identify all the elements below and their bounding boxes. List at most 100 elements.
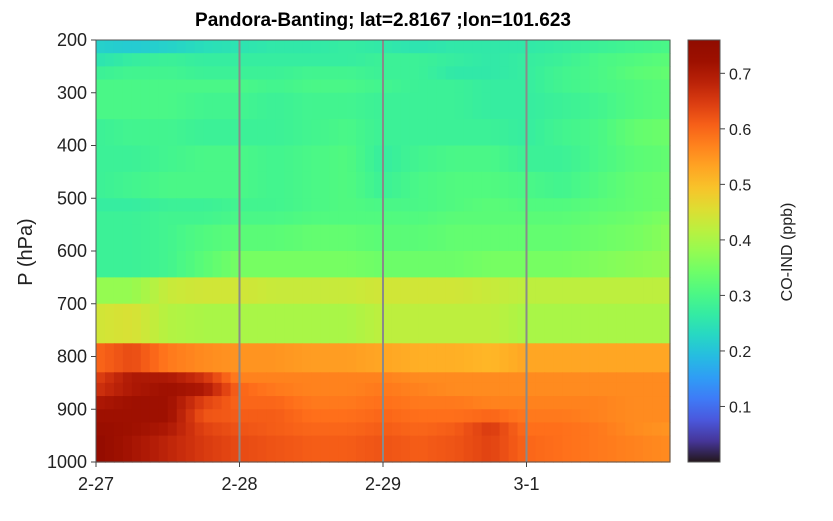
heatmap-cell	[203, 66, 214, 81]
heatmap-cell	[526, 224, 537, 252]
heatmap-cell	[122, 251, 133, 278]
heatmap-cell	[266, 53, 276, 67]
heatmap-cell	[661, 79, 671, 94]
heatmap-cell	[409, 303, 420, 344]
heatmap-cell	[418, 198, 429, 213]
heatmap-cell	[571, 79, 581, 94]
heatmap-cell	[221, 145, 232, 173]
heatmap-cell	[472, 40, 483, 54]
heatmap-cell	[131, 409, 142, 424]
heatmap-cell	[194, 66, 205, 81]
heatmap-cell	[445, 382, 456, 397]
heatmap-cell	[104, 66, 115, 81]
heatmap-cell	[122, 145, 133, 173]
heatmap-cell	[104, 277, 115, 305]
heatmap-cell	[625, 224, 635, 252]
heatmap-cell	[167, 211, 178, 226]
heatmap-cell	[284, 92, 294, 120]
heatmap-cell	[302, 198, 312, 213]
heatmap-cell	[284, 343, 294, 373]
heatmap-cell	[427, 198, 438, 213]
heatmap-cell	[391, 198, 402, 213]
heatmap-cell	[544, 409, 555, 424]
heatmap-cell	[203, 382, 214, 397]
heatmap-cell	[248, 422, 259, 437]
heatmap-cell	[436, 277, 447, 305]
heatmap-cell	[535, 92, 546, 120]
heatmap-cell	[499, 372, 510, 384]
heatmap-cell	[427, 171, 438, 199]
heatmap-cell	[140, 435, 151, 463]
heatmap-cell	[212, 40, 223, 54]
heatmap-cell	[571, 435, 581, 463]
heatmap-cell	[293, 92, 303, 120]
heatmap-cell	[302, 277, 312, 305]
heatmap-cell	[544, 422, 555, 437]
heatmap-cell	[409, 435, 420, 463]
heatmap-cell	[553, 251, 563, 278]
heatmap-cell	[149, 277, 160, 305]
heatmap-cell	[553, 92, 563, 120]
heatmap-cell	[607, 277, 617, 305]
heatmap-cell	[490, 382, 501, 397]
heatmap-cell	[400, 277, 411, 305]
heatmap-cell	[96, 409, 106, 424]
heatmap-cell	[266, 372, 276, 384]
heatmap-cell	[562, 224, 572, 252]
heatmap-cell	[463, 92, 474, 120]
heatmap-cell	[383, 435, 393, 463]
heatmap-cell	[356, 79, 366, 94]
heatmap-cell	[104, 396, 115, 410]
heatmap-cell	[311, 382, 321, 397]
heatmap-cell	[571, 119, 581, 147]
heatmap-cell	[427, 119, 438, 147]
heatmap-cell	[230, 211, 241, 226]
heatmap-cell	[418, 343, 429, 373]
heatmap-cell	[526, 53, 537, 67]
heatmap-cell	[571, 251, 581, 278]
heatmap-cell	[158, 40, 169, 54]
heatmap-cell	[284, 198, 294, 213]
heatmap-cell	[140, 409, 151, 424]
heatmap-cell	[302, 211, 312, 226]
heatmap-cell	[418, 66, 429, 81]
heatmap-cell	[257, 382, 268, 397]
heatmap-cell	[257, 145, 268, 173]
heatmap-cell	[589, 422, 599, 437]
heatmap-cell	[598, 79, 608, 94]
heatmap-cell	[490, 211, 501, 226]
heatmap-cell	[454, 251, 465, 278]
heatmap-cell	[508, 53, 519, 67]
heatmap-cell	[113, 66, 124, 81]
heatmap-cell	[356, 211, 366, 226]
heatmap-cell	[194, 171, 205, 199]
heatmap-cell	[445, 211, 456, 226]
heatmap-cell	[302, 382, 312, 397]
heatmap-cell	[347, 79, 357, 94]
heatmap-cell	[113, 343, 124, 373]
heatmap-cell	[391, 66, 402, 81]
heatmap-cell	[167, 372, 178, 384]
heatmap-cell	[149, 382, 160, 397]
heatmap-cell	[607, 422, 617, 437]
heatmap-cell	[221, 343, 232, 373]
heatmap-cell	[508, 171, 519, 199]
heatmap-cell	[338, 79, 348, 94]
heatmap-cell	[356, 409, 366, 424]
heatmap-cell	[140, 92, 151, 120]
heatmap-cell	[481, 40, 492, 54]
heatmap-cell	[526, 198, 537, 213]
heatmap-cell	[96, 198, 106, 213]
heatmap-cell	[544, 92, 555, 120]
heatmap-cell	[643, 92, 653, 120]
heatmap-cell	[580, 277, 590, 305]
heatmap-cell	[203, 211, 214, 226]
heatmap-cell	[185, 372, 196, 384]
heatmap-cell	[176, 343, 187, 373]
heatmap-cell	[472, 224, 483, 252]
heatmap-cell	[625, 40, 635, 54]
heatmap-cell	[607, 343, 617, 373]
heatmap-cell	[580, 372, 590, 384]
heatmap-cell	[167, 251, 178, 278]
heatmap-cell	[535, 343, 546, 373]
